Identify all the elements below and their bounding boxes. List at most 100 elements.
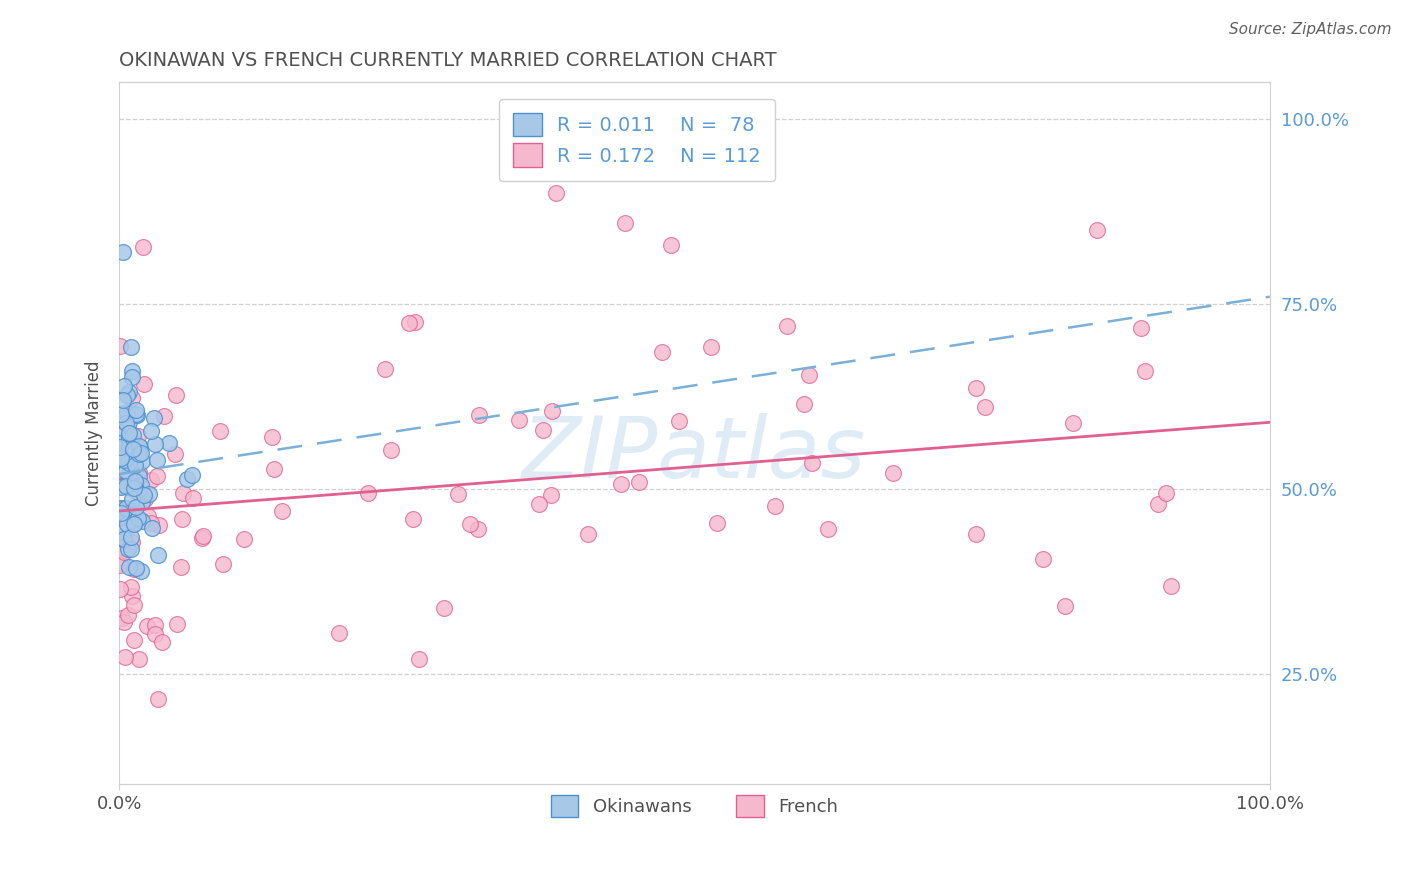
Point [121,534,143,549]
Point [800,456,823,470]
Point [965,527,987,541]
Point [609,477,631,491]
Point [380,443,402,458]
Point [122,514,145,528]
Point [117,441,139,455]
Point [110,478,132,492]
Point [146,549,169,563]
Point [112,379,135,393]
Point [191,531,214,545]
Point [146,468,169,483]
Point [191,529,214,543]
Point [111,524,134,539]
Point [468,409,491,423]
Point [974,401,997,415]
Point [117,542,139,557]
Point [775,319,797,334]
Point [121,590,143,604]
Point [115,517,138,532]
Text: Source: ZipAtlas.com: Source: ZipAtlas.com [1229,22,1392,37]
Point [404,315,426,329]
Point [138,508,160,523]
Legend: Okinawans, French: Okinawans, French [544,788,845,824]
Point [125,402,148,417]
Point [882,467,904,481]
Point [124,516,146,531]
Point [793,397,815,411]
Point [143,627,166,641]
Point [127,511,149,525]
Point [145,618,167,632]
Point [138,487,160,501]
Point [125,482,148,496]
Point [263,461,285,475]
Point [628,475,651,490]
Point [700,339,723,353]
Point [398,316,420,330]
Point [125,562,148,576]
Point [121,456,143,470]
Point [128,447,150,461]
Point [124,458,146,472]
Point [529,497,551,511]
Y-axis label: Currently Married: Currently Married [86,360,103,506]
Point [817,522,839,536]
Point [128,465,150,479]
Point [176,472,198,486]
Text: ZIPatlas: ZIPatlas [523,413,866,496]
Text: OKINAWAN VS FRENCH CURRENTLY MARRIED CORRELATION CHART: OKINAWAN VS FRENCH CURRENTLY MARRIED COR… [120,51,778,70]
Point [117,480,139,494]
Point [262,430,284,444]
Point [110,407,132,421]
Point [128,652,150,666]
Point [157,436,180,450]
Point [118,466,141,480]
Point [128,440,150,454]
Point [134,491,156,506]
Point [128,439,150,453]
Point [134,488,156,502]
Point [110,479,132,493]
Point [651,345,673,359]
Point [110,435,132,450]
Point [112,452,135,467]
Point [706,516,728,531]
Point [110,428,132,442]
Point [122,516,145,531]
Point [576,527,599,541]
Point [447,487,470,501]
Point [124,562,146,576]
Point [118,431,141,445]
Point [118,415,141,429]
Point [153,409,176,423]
Point [121,580,143,594]
Point [110,451,132,466]
Point [131,495,153,509]
Point [166,617,188,632]
Point [122,598,145,612]
Point [146,692,169,706]
Point [110,440,132,454]
Point [131,514,153,528]
Point [127,464,149,478]
Point [328,626,350,640]
Point [1133,364,1156,378]
Point [163,447,186,461]
Point [181,491,204,505]
Point [120,450,142,465]
Point [128,468,150,483]
Point [172,486,194,500]
Point [458,516,481,531]
Point [115,388,138,402]
Point [212,557,235,571]
Point [374,361,396,376]
Point [181,467,204,482]
Point [166,388,188,402]
Point [143,436,166,450]
Point [131,478,153,492]
Point [508,413,530,427]
Point [117,418,139,433]
Point [121,428,143,442]
Point [131,240,153,254]
Point [233,532,256,546]
